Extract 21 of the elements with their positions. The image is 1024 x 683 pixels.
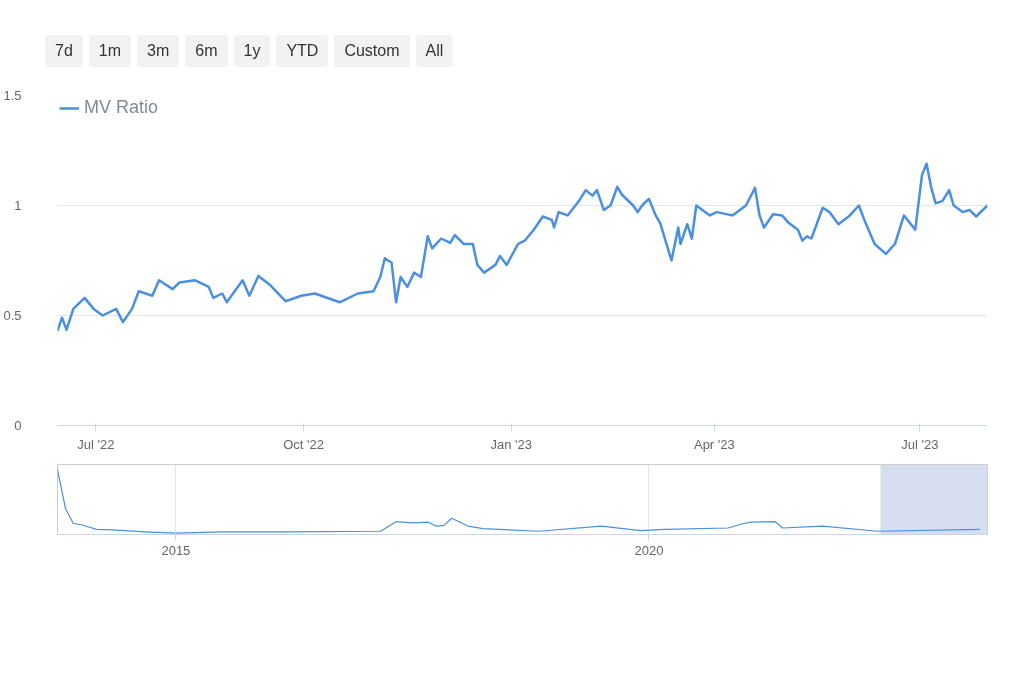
x-tick-label: Jul '22	[77, 436, 115, 452]
y-tick-label: 1	[14, 198, 22, 213]
text: 6m	[185, 35, 228, 67]
text: Custom	[334, 35, 410, 67]
text: All	[415, 35, 454, 67]
text: 1y	[233, 35, 271, 67]
x-tick-label: Jul '23	[901, 436, 939, 452]
x-tick-label: Apr '23	[693, 436, 735, 452]
x-tick-label: 2020	[634, 542, 664, 558]
legend-label: MV Ratio	[84, 97, 159, 118]
x-tick-label: Oct '22	[283, 436, 324, 452]
text: 3m	[137, 35, 180, 67]
text: YTD	[276, 35, 329, 67]
text: 1m	[88, 35, 132, 67]
y-tick-label: 1.5	[3, 88, 22, 103]
line-series	[57, 162, 988, 333]
x-tick-label: 2015	[161, 542, 191, 558]
text: 7d	[45, 35, 83, 67]
y-tick-label: 0.5	[3, 308, 22, 323]
x-tick-label: Jan '23	[490, 436, 532, 452]
y-tick-label: 0	[14, 418, 22, 433]
